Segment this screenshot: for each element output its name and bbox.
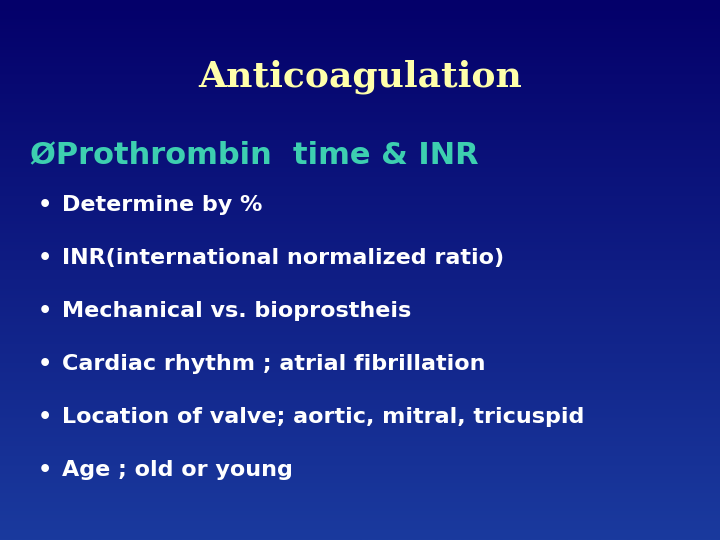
Text: Mechanical vs. bioprostheis: Mechanical vs. bioprostheis	[62, 301, 411, 321]
Text: INR(international normalized ratio): INR(international normalized ratio)	[62, 248, 504, 268]
Text: •: •	[38, 195, 52, 215]
Text: ØProthrombin  time & INR: ØProthrombin time & INR	[30, 140, 479, 169]
Text: •: •	[38, 248, 52, 268]
Text: •: •	[38, 407, 52, 427]
Text: Cardiac rhythm ; atrial fibrillation: Cardiac rhythm ; atrial fibrillation	[62, 354, 485, 374]
Text: Age ; old or young: Age ; old or young	[62, 460, 293, 480]
Text: Determine by %: Determine by %	[62, 195, 262, 215]
Text: •: •	[38, 301, 52, 321]
Text: Location of valve; aortic, mitral, tricuspid: Location of valve; aortic, mitral, tricu…	[62, 407, 585, 427]
Text: Anticoagulation: Anticoagulation	[198, 60, 522, 94]
Text: •: •	[38, 354, 52, 374]
Text: •: •	[38, 460, 52, 480]
